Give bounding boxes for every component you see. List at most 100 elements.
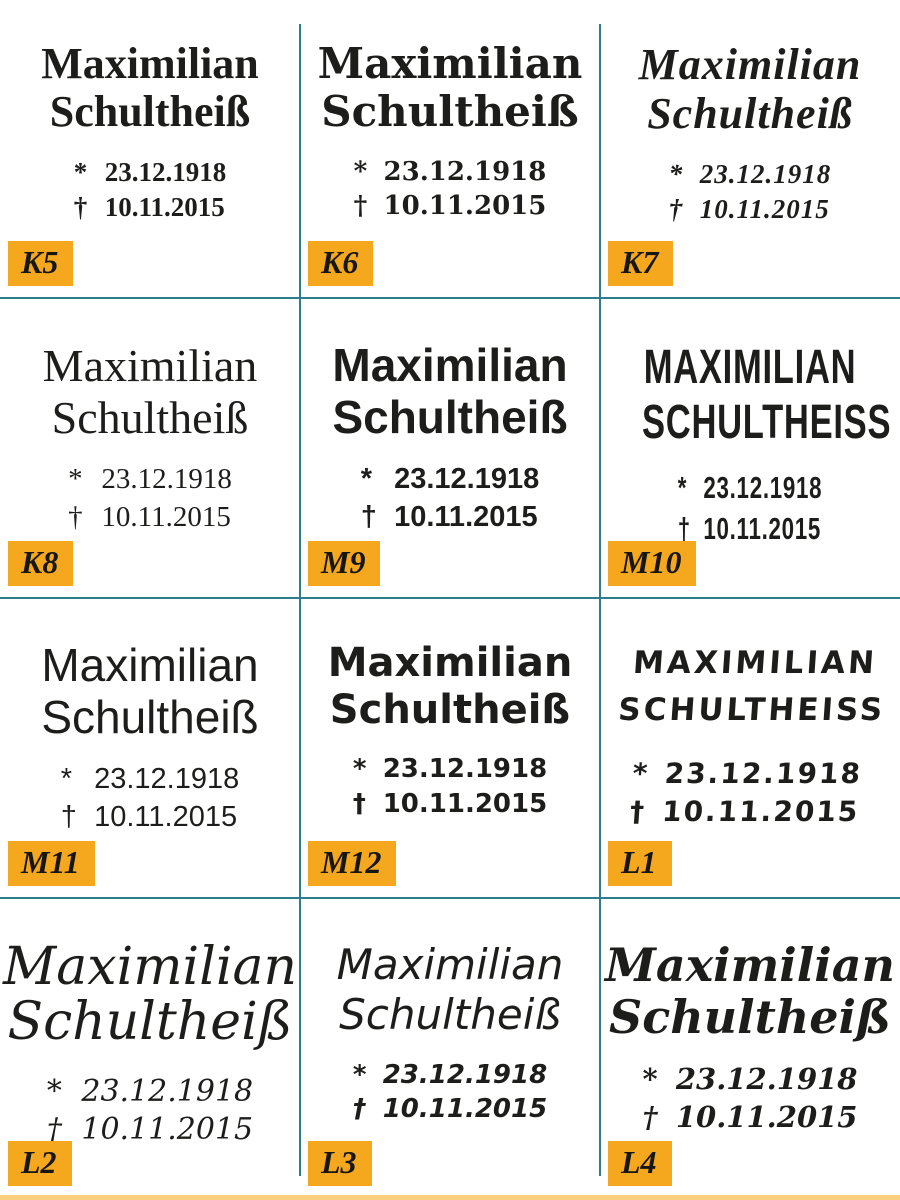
death-cross-symbol: †	[360, 500, 377, 533]
name-line-1: Maximilian	[327, 640, 573, 686]
font-sample-l4[interactable]: Maximilian Schultheiß * 23.12.1918 † 10.11…	[600, 900, 900, 1200]
sample-name: Maximilian Schultheiß	[600, 40, 900, 139]
death-line: † 10.11.2015	[354, 189, 547, 223]
death-cross-symbol: †	[46, 1111, 62, 1147]
code-badge-k8[interactable]: K8	[8, 541, 74, 586]
font-sample-l1[interactable]: Maximilian Schultheiss * 23.12.1918 † 10.1…	[600, 600, 900, 900]
code-badge-m12[interactable]: M12	[308, 841, 397, 886]
birth-line: * 23.12.1918	[631, 755, 864, 793]
death-line: † 10.11.2015	[353, 1093, 547, 1127]
code-badge-m10[interactable]: M10	[608, 541, 697, 586]
code-badge-k6[interactable]: K6	[308, 241, 374, 286]
death-line: † 10.11.2015	[74, 190, 227, 225]
sample-text: Maximilian Schultheiß * 23.12.1918 † 10.11…	[300, 339, 600, 536]
birth-date: 23.12.1918	[104, 156, 227, 187]
birth-star-symbol: *	[352, 1059, 367, 1090]
font-sample-m12[interactable]: Maximilian Schultheiß * 23.12.1918 † 10.11…	[300, 600, 600, 900]
death-date: 10.11.2015	[394, 500, 538, 533]
sample-text: Maximilian Schultheiß * 23.12.1918 † 10.11…	[300, 39, 600, 224]
birth-star-symbol: *	[360, 463, 373, 496]
sample-name: Maximilian Schultheiß	[0, 340, 300, 443]
birth-date: 23.12.1918	[81, 1074, 254, 1110]
sample-dates: * 23.12.1918 † 10.11.2015	[643, 1061, 858, 1136]
font-sample-k7[interactable]: Maximilian Schultheiß * 23.12.1918 † 10.11…	[600, 0, 900, 300]
sample-text: Maximilian Schultheiss * 23.12.1918 † 10.1…	[642, 340, 892, 549]
name-line-1: Maximilian	[3, 937, 297, 997]
sample-text: Maximilian Schultheiss * 23.12.1918 † 10.1…	[593, 640, 900, 831]
birth-line: * 23.12.1918	[353, 1059, 547, 1093]
code-badge-k5[interactable]: K5	[8, 241, 74, 286]
birth-star-symbol: *	[352, 754, 367, 785]
font-sample-k8[interactable]: Maximilian Schultheiß * 23.12.1918 † 10.11…	[0, 300, 300, 600]
sample-dates: * 23.12.1918 † 10.11.2015	[361, 461, 540, 536]
code-badge-l4[interactable]: L4	[608, 1141, 672, 1186]
death-line: † 10.11.2015	[61, 799, 240, 837]
code-badge-k7[interactable]: K7	[608, 241, 674, 286]
code-badge-l2[interactable]: L2	[8, 1141, 72, 1186]
birth-star-symbol: *	[642, 1062, 658, 1097]
name-line-2: Schultheiß	[339, 990, 561, 1040]
death-line: † 10.11.2015	[678, 509, 823, 549]
font-sample-k6[interactable]: Maximilian Schultheiß * 23.12.1918 † 10.11…	[300, 0, 600, 300]
death-line: † 10.11.2015	[669, 192, 832, 228]
sample-text: Maximilian Schultheiß * 23.12.1918 † 10.11…	[300, 940, 600, 1126]
birth-line: * 23.12.1918	[68, 461, 232, 499]
sample-name: Maximilian Schultheiß	[300, 940, 600, 1041]
death-date: 10.11.2015	[382, 1093, 548, 1124]
code-badge-m11[interactable]: M11	[8, 841, 95, 886]
code-badge-m9[interactable]: M9	[308, 541, 381, 586]
death-cross-symbol: †	[68, 500, 83, 533]
death-date: 10.11.2015	[661, 794, 861, 828]
death-line: † 10.11.2015	[68, 499, 232, 537]
birth-date: 23.12.1918	[94, 763, 240, 796]
sample-text: Maximilian Schultheiß * 23.12.1918 † 10.11…	[600, 939, 900, 1136]
birth-star-symbol: *	[46, 1074, 62, 1110]
font-sample-m9[interactable]: Maximilian Schultheiß * 23.12.1918 † 10.11…	[300, 300, 600, 600]
name-line-1: Maximilian	[332, 339, 568, 391]
name-line-1: Maximilian	[336, 940, 564, 989]
death-date: 10.11.2015	[382, 789, 548, 820]
death-cross-symbol: †	[353, 190, 368, 221]
death-cross-symbol: †	[628, 794, 648, 828]
sample-name: Maximilian Schultheiß	[300, 640, 600, 734]
font-sample-m10[interactable]: Maximilian Schultheiss * 23.12.1918 † 10.1…	[600, 300, 900, 600]
death-date: 10.11.2015	[94, 800, 238, 833]
name-line-2: Schultheiß	[609, 989, 891, 1044]
name-line-2: Schultheiß	[51, 391, 249, 443]
name-line-2: Schultheiß	[7, 991, 293, 1052]
sample-text: Maximilian Schultheiß * 23.12.1918 † 10.11…	[300, 640, 600, 822]
sample-dates: * 23.12.1918 † 10.11.2015	[353, 752, 547, 822]
sample-dates: * 23.12.1918 † 10.11.2015	[353, 1059, 547, 1127]
name-line-2: Schultheiß	[41, 690, 259, 743]
birth-date: 23.12.1918	[382, 754, 548, 785]
sample-name: Maximilian Schultheiss	[642, 340, 892, 450]
font-sample-l3[interactable]: Maximilian Schultheiß * 23.12.1918 † 10.11…	[300, 900, 600, 1200]
code-badge-l3[interactable]: L3	[308, 1141, 372, 1186]
font-sample-m11[interactable]: Maximilian Schultheiß * 23.12.1918 † 10.11…	[0, 600, 300, 900]
font-sample-l2[interactable]: Maximilian Schultheiß * 23.12.1918 † 10.11…	[0, 900, 300, 1200]
death-line: † 10.11.2015	[353, 787, 547, 822]
death-cross-symbol: †	[677, 510, 691, 546]
birth-line: * 23.12.1918	[61, 761, 240, 799]
birth-date: 23.12.1918	[382, 1059, 548, 1090]
name-line-1: Maximilian	[317, 39, 583, 88]
death-date: 10.11.2015	[703, 510, 822, 546]
death-line: † 10.11.2015	[643, 1099, 858, 1137]
sample-text: Maximilian Schultheiß * 23.12.1918 † 10.11…	[0, 940, 300, 1148]
sample-name: Maximilian Schultheiß	[0, 940, 300, 1049]
sample-text: Maximilian Schultheiß * 23.12.1918 † 10.11…	[0, 639, 300, 837]
sample-text: Maximilian Schultheiß * 23.12.1918 † 10.11…	[600, 40, 900, 228]
name-line-1: Maximilian	[631, 645, 879, 681]
birth-date: 23.12.1918	[663, 757, 864, 790]
font-sample-k5[interactable]: Maximilian Schultheiß * 23.12.1918 † 10.11…	[0, 0, 300, 300]
code-badge-l1[interactable]: L1	[608, 841, 672, 886]
grid-divider-horizontal-1	[0, 297, 900, 299]
sample-dates: * 23.12.1918 † 10.11.2015	[354, 155, 547, 224]
name-line-2: Schultheiss	[642, 396, 892, 450]
birth-date: 23.12.1918	[394, 463, 540, 496]
death-cross-symbol: †	[352, 789, 366, 820]
birth-star-symbol: *	[677, 470, 688, 506]
death-date: 10.11.2015	[383, 190, 547, 221]
birth-star-symbol: *	[73, 156, 88, 187]
birth-date: 23.12.1918	[703, 470, 823, 506]
